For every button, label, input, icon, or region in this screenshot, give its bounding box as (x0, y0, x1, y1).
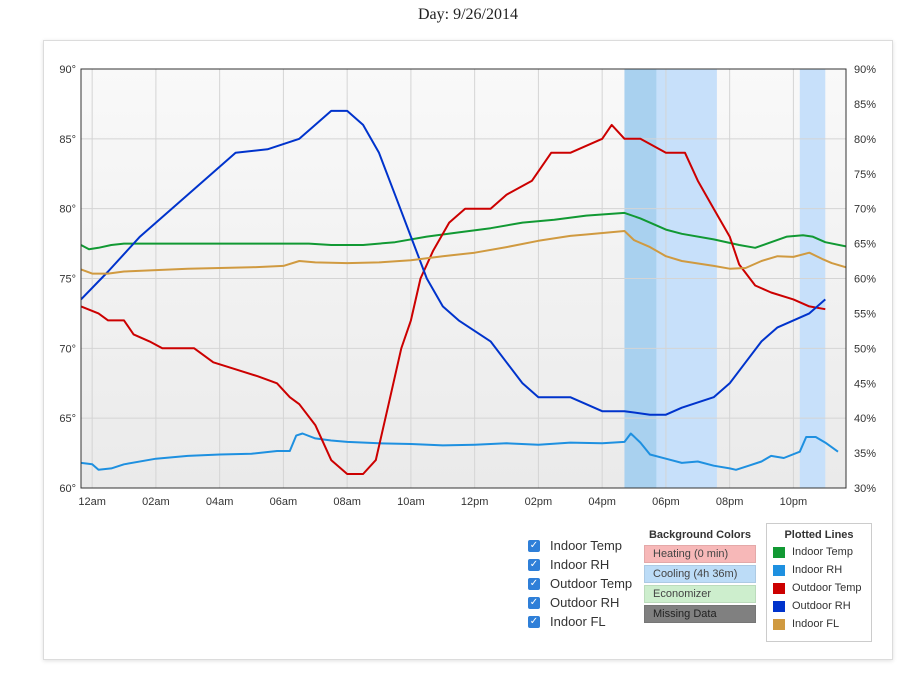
toggle-label: Indoor FL (550, 614, 606, 629)
y-left-tick-label: 70° (59, 343, 76, 355)
x-tick-label: 02am (142, 496, 170, 508)
legend-economizer: Economizer (644, 585, 756, 603)
legend-swatch (773, 618, 785, 630)
y-right-tick-label: 90% (854, 64, 876, 76)
toggle-label: Outdoor Temp (550, 576, 633, 591)
y-left-tick-label: 90° (59, 64, 76, 76)
y-right-tick-label: 75% (854, 169, 876, 181)
plotted-lines-legend: Plotted Lines Indoor Temp Indoor RH Outd… (766, 523, 872, 642)
toggle-label: Indoor Temp (550, 538, 623, 553)
legend-label: Indoor RH (792, 564, 843, 576)
legend-item-outdoor-temp: Outdoor Temp (767, 579, 871, 597)
checkbox-indoor-fl[interactable]: ✓ (528, 615, 540, 628)
y-right-tick-label: 45% (854, 378, 876, 390)
x-tick-label: 04am (206, 496, 234, 508)
legend-missing-data: Missing Data (644, 605, 756, 623)
toggle-indoor-temp[interactable]: ✓ Indoor Temp (528, 536, 632, 555)
y-right-tick-label: 65% (854, 239, 876, 251)
x-tick-label: 10pm (780, 496, 808, 508)
legend-title: Background Colors (648, 529, 752, 541)
checkbox-outdoor-rh[interactable]: ✓ (528, 596, 540, 609)
series-toggle-list: ✓ Indoor Temp ✓ Indoor RH ✓ Outdoor Temp… (528, 536, 632, 631)
legend-heating: Heating (0 min) (644, 545, 756, 563)
legend-swatch (773, 564, 785, 576)
checkbox-indoor-temp[interactable]: ✓ (528, 539, 540, 552)
y-right-tick-label: 55% (854, 308, 876, 320)
legend-item-indoor-rh: Indoor RH (767, 561, 871, 579)
x-tick-label: 02pm (525, 496, 553, 508)
legend-swatch (773, 600, 785, 612)
series-line-outdoor-rh (81, 109, 826, 416)
y-right-tick-label: 60% (854, 274, 876, 286)
x-tick-label: 10am (397, 496, 425, 508)
legend-item-outdoor-rh: Outdoor RH (767, 597, 871, 615)
y-right-tick-label: 35% (854, 448, 876, 460)
y-right-tick-label: 50% (854, 343, 876, 355)
y-right-tick-label: 30% (854, 483, 876, 495)
plot-border (80, 68, 847, 489)
page-title: Day: 9/26/2014 (418, 6, 518, 23)
legend-item-indoor-fl: Indoor FL (767, 615, 871, 633)
y-right-tick-label: 85% (854, 99, 876, 111)
x-tick-label: 12pm (461, 496, 489, 508)
series-line-outdoor-temp (81, 123, 826, 475)
series-line-indoor-rh (81, 432, 839, 471)
legend-label: Outdoor RH (792, 600, 851, 612)
series-line-indoor-fl (81, 230, 846, 275)
toggle-outdoor-temp[interactable]: ✓ Outdoor Temp (528, 574, 632, 593)
y-right-tick-label: 80% (854, 134, 876, 146)
toggle-label: Outdoor RH (550, 595, 620, 610)
toggle-indoor-fl[interactable]: ✓ Indoor FL (528, 612, 632, 631)
x-tick-label: 08pm (716, 496, 744, 508)
toggle-outdoor-rh[interactable]: ✓ Outdoor RH (528, 593, 632, 612)
x-tick-label: 06am (270, 496, 298, 508)
legend-swatch (773, 582, 785, 594)
y-left-tick-label: 65° (59, 413, 76, 425)
y-right-tick-label: 70% (854, 204, 876, 216)
x-tick-label: 04pm (588, 496, 616, 508)
legend-label: Indoor Temp (792, 546, 853, 558)
y-left-tick-label: 60° (59, 483, 76, 495)
toggle-label: Indoor RH (550, 557, 610, 572)
y-right-tick-label: 40% (854, 413, 876, 425)
legend-title: Plotted Lines (784, 529, 854, 541)
y-left-tick-label: 85° (59, 134, 76, 146)
legend-item-indoor-temp: Indoor Temp (767, 543, 871, 561)
legend-cooling: Cooling (4h 36m) (644, 565, 756, 583)
x-tick-label: 12am (78, 496, 106, 508)
y-left-tick-label: 80° (59, 204, 76, 216)
series-line-indoor-temp (81, 211, 846, 251)
legend-swatch (773, 546, 785, 558)
toggle-indoor-rh[interactable]: ✓ Indoor RH (528, 555, 632, 574)
y-left-tick-label: 75° (59, 274, 76, 286)
checkbox-indoor-rh[interactable]: ✓ (528, 558, 540, 571)
background-colors-legend: Background Colors Heating (0 min) Coolin… (644, 527, 756, 623)
x-tick-label: 08am (333, 496, 361, 508)
legend-label: Indoor FL (792, 618, 840, 630)
legend-label: Outdoor Temp (792, 582, 862, 594)
checkbox-outdoor-temp[interactable]: ✓ (528, 577, 540, 590)
x-tick-label: 06pm (652, 496, 680, 508)
